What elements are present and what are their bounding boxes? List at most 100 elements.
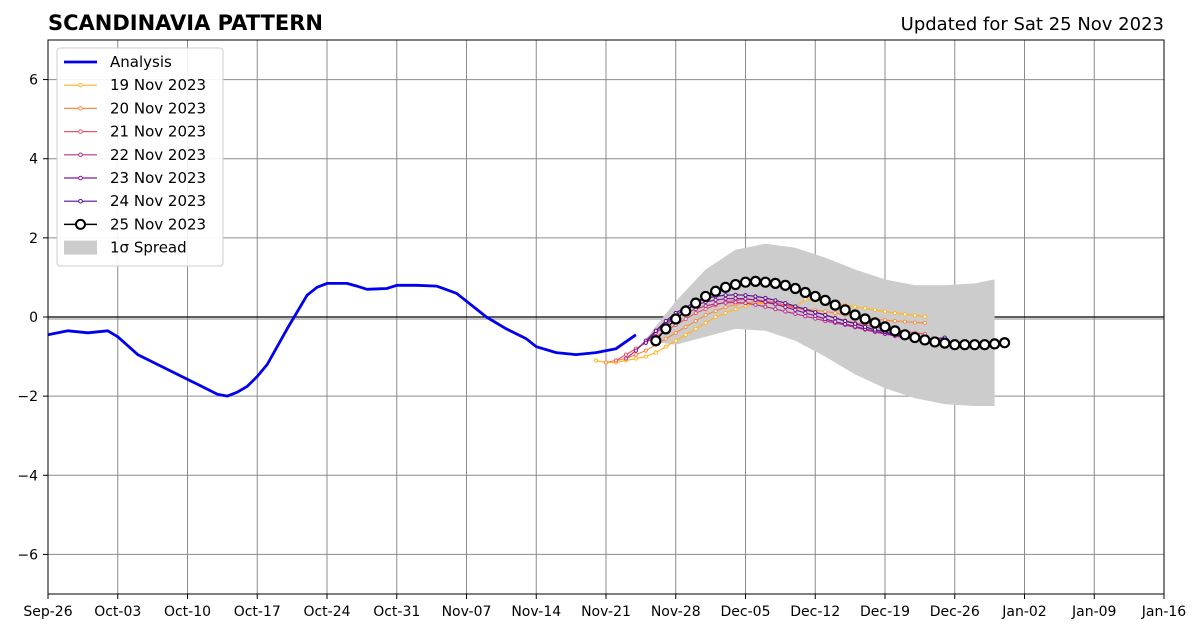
legend-marker <box>78 106 83 111</box>
series-point <box>862 324 868 329</box>
axes <box>43 39 1165 599</box>
series-point <box>663 344 668 349</box>
series-point <box>912 313 917 318</box>
series-point <box>683 316 688 322</box>
legend-marker <box>78 129 83 134</box>
series-point <box>793 304 798 309</box>
series-point <box>853 321 858 326</box>
series-point <box>613 358 619 363</box>
series-point <box>929 336 941 348</box>
series-point <box>899 329 911 341</box>
series-point <box>723 300 728 305</box>
x-tick-label: Sep-26 <box>23 604 72 620</box>
series-point <box>703 312 708 318</box>
series-point <box>902 312 908 317</box>
series-point <box>683 324 688 329</box>
x-tick-label: Nov-28 <box>651 604 701 620</box>
series-point <box>912 320 917 325</box>
series-point <box>833 310 838 316</box>
series-point <box>753 302 758 307</box>
series-line <box>595 298 925 364</box>
series-point <box>763 299 768 305</box>
tick-labels: Sep-26 Oct-03 Oct-10 Oct-17 Oct-24 Oct-31 Nov-… <box>17 73 1186 620</box>
chart-title: SCANDINAVIA PATTERN <box>48 11 323 35</box>
series-point <box>783 305 788 310</box>
series-point <box>909 331 921 344</box>
series-point <box>623 352 629 357</box>
series-point <box>773 306 778 312</box>
series-point <box>759 276 772 288</box>
legend-label: 22 Nov 2023 <box>110 146 206 164</box>
series-point <box>660 323 672 335</box>
legend-swatch <box>64 240 97 255</box>
legend-label: 21 Nov 2023 <box>110 123 206 141</box>
series-point <box>763 295 768 301</box>
series-point <box>663 318 668 324</box>
series-point <box>703 320 708 326</box>
legend-marker <box>78 152 83 158</box>
legend-marker <box>75 218 86 230</box>
series-point <box>773 298 778 303</box>
legend: Analysis 19 Nov 2023 20 Nov 2023 21 Nov 202… <box>56 47 224 267</box>
series-point <box>690 297 702 309</box>
series-point <box>710 285 722 297</box>
series-point <box>859 313 871 325</box>
series-point <box>729 278 742 291</box>
series-point <box>869 317 881 329</box>
y-tick-label: 0 <box>29 310 38 326</box>
series-point <box>879 321 891 333</box>
series-point <box>773 302 778 307</box>
x-tick-label: Dec-05 <box>721 604 771 620</box>
series-point <box>723 296 728 301</box>
series-point <box>769 277 781 289</box>
series-point <box>743 296 748 301</box>
series-layer <box>47 275 1011 398</box>
series-point <box>663 336 668 341</box>
series-point <box>653 350 658 355</box>
series-point <box>633 352 638 357</box>
series-point <box>872 327 878 332</box>
series-point <box>643 340 648 345</box>
series-point <box>763 304 768 309</box>
x-tick-label: Dec-12 <box>790 604 840 620</box>
series-point <box>650 335 662 347</box>
legend-label: 1σ Spread <box>110 239 187 257</box>
series-point <box>823 316 828 322</box>
series-point <box>739 276 752 288</box>
legend-marker <box>78 175 83 181</box>
series-point <box>779 279 791 291</box>
series-point <box>803 310 808 316</box>
series-point <box>823 309 828 314</box>
series-point <box>693 326 698 331</box>
series-point <box>922 314 927 319</box>
chart-subtitle: Updated for Sat 25 Nov 2023 <box>901 14 1164 35</box>
series-point <box>603 360 609 365</box>
series-point <box>809 290 821 303</box>
x-tick-label: Nov-07 <box>442 604 492 620</box>
series-point <box>723 305 728 310</box>
series-point <box>959 339 971 351</box>
series-point <box>813 310 818 315</box>
analysis-line <box>47 281 637 398</box>
legend-label: 23 Nov 2023 <box>110 169 206 187</box>
series-point <box>862 306 868 311</box>
series-point <box>833 316 838 321</box>
x-tick-label: Nov-14 <box>511 604 561 620</box>
series-point <box>849 309 861 321</box>
x-tick-label: Oct-31 <box>373 604 420 620</box>
series-point <box>753 294 758 299</box>
x-tick-label: Jan-02 <box>1001 604 1046 620</box>
series-point <box>853 304 858 309</box>
x-tick-label: Oct-03 <box>94 604 141 620</box>
series-point <box>593 358 599 363</box>
series-point <box>783 309 788 314</box>
series-point <box>889 325 901 337</box>
series-point <box>643 354 648 359</box>
series-point <box>803 297 808 302</box>
series-point <box>673 338 678 343</box>
legend-label: Analysis <box>110 53 172 71</box>
series-point <box>633 356 638 361</box>
series-point <box>949 339 961 351</box>
x-tick-label: Oct-24 <box>303 604 350 620</box>
